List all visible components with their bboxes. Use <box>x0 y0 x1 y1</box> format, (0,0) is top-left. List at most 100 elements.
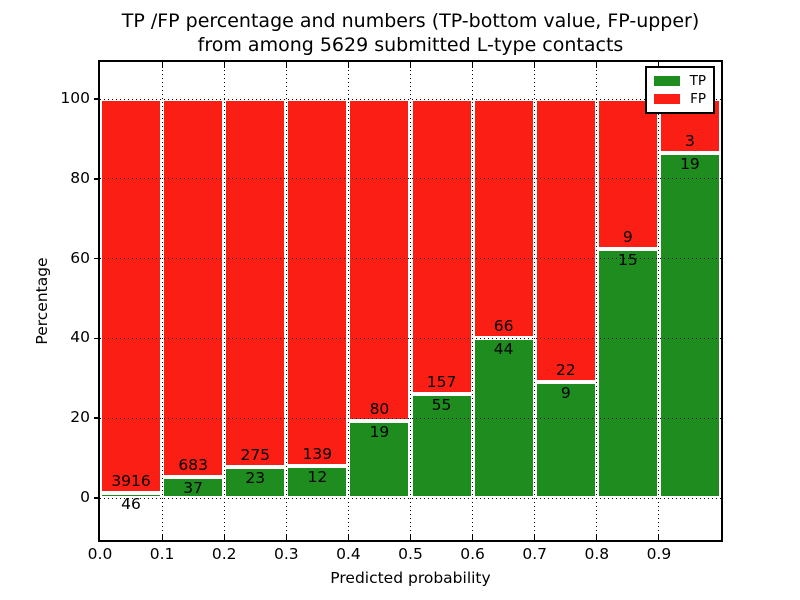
tp-count-label: 19 <box>680 155 700 174</box>
tp-bar-segment <box>534 382 597 498</box>
chart-title-line1: TP /FP percentage and numbers (TP-bottom… <box>121 10 700 32</box>
vertical-gridline <box>161 62 163 540</box>
x-tick-label: 0.8 <box>584 545 610 563</box>
x-tick-top <box>161 62 163 68</box>
x-tick-bottom <box>658 534 660 540</box>
vertical-gridline <box>596 62 598 540</box>
tp-bar-segment <box>348 421 411 498</box>
y-tick-label: 60 <box>70 248 90 267</box>
tp-count-label: 12 <box>307 468 328 487</box>
x-tick-label: 0.2 <box>211 545 237 563</box>
tp-bar-segment <box>162 477 225 498</box>
fp-bar-segment <box>596 99 659 249</box>
fp-bar-segment <box>348 99 411 422</box>
tp-count-label: 9 <box>560 384 571 403</box>
fp-count-label: 66 <box>493 317 514 336</box>
x-tick-top <box>285 62 287 68</box>
y-tick-mark <box>94 98 100 100</box>
plot-area: 3916 46 683 37 275 23 139 12 80 19 157 55 66 44 22 9 9 15… <box>100 62 721 540</box>
fp-count-label: 139 <box>302 445 333 464</box>
x-tick-bottom <box>161 534 163 540</box>
horizontal-gridline <box>100 98 721 100</box>
tp-count-label: 46 <box>121 495 141 514</box>
x-tick-top <box>472 62 474 68</box>
tp-bar-segment <box>100 493 163 498</box>
x-tick-bottom <box>596 534 598 540</box>
tp-count-label: 44 <box>493 340 514 359</box>
fp-bar-segment <box>534 99 597 383</box>
tp-count-label: 19 <box>369 423 390 442</box>
x-tick-label: 0.7 <box>522 545 548 563</box>
tp-legend-swatch <box>654 75 680 86</box>
fp-count-label: 275 <box>240 446 271 465</box>
x-tick-bottom <box>534 534 536 540</box>
fp-legend-label: FP <box>690 91 706 108</box>
fp-legend-swatch <box>654 94 680 105</box>
horizontal-gridline <box>100 258 721 260</box>
x-tick-bottom <box>285 534 287 540</box>
y-tick-mark <box>94 337 100 340</box>
x-tick-top <box>658 62 660 68</box>
x-tick-label: 0.3 <box>273 545 299 563</box>
vertical-gridline <box>285 62 287 540</box>
vertical-gridline <box>472 62 474 540</box>
tp-bar-segment <box>410 394 473 498</box>
y-tick-label: 40 <box>70 328 90 347</box>
legend-row-tp: TP <box>654 73 706 89</box>
tp-bar-segment <box>224 467 287 498</box>
tp-count-label: 15 <box>617 250 638 269</box>
tp-count-label: 37 <box>183 479 204 498</box>
vertical-gridline <box>410 62 411 540</box>
tp-bar-segment <box>658 153 721 498</box>
tp-count-label: 23 <box>245 469 266 488</box>
horizontal-gridline <box>100 417 721 419</box>
horizontal-gridline <box>100 497 721 499</box>
vertical-gridline <box>347 62 349 540</box>
fp-count-label: 683 <box>178 456 208 475</box>
y-tick-mark <box>94 417 100 419</box>
chart-title: TP /FP percentage and numbers (TP-bottom… <box>100 9 721 57</box>
vertical-gridline <box>223 62 225 540</box>
x-tick-top <box>410 62 411 68</box>
y-tick-label: 80 <box>70 168 90 187</box>
y-tick-mark <box>94 497 100 499</box>
horizontal-gridline <box>100 337 721 339</box>
x-tick-top <box>534 62 536 68</box>
x-tick-label: 0.1 <box>149 545 175 563</box>
fp-bar-segment <box>286 99 349 467</box>
fp-count-label: 3916 <box>111 472 151 491</box>
tp-count-label: 55 <box>431 396 452 415</box>
fp-count-label: 157 <box>426 373 457 392</box>
fp-count-label: 80 <box>369 400 390 419</box>
x-tick-top <box>596 62 598 68</box>
tp-legend-label: TP <box>689 72 706 89</box>
fp-count-label: 3 <box>685 132 695 151</box>
x-tick-label: 0.9 <box>646 545 672 563</box>
fp-bar-segment <box>410 99 473 395</box>
y-tick-label: 0 <box>80 488 90 506</box>
fp-bar-segment <box>472 99 535 339</box>
y-tick-mark <box>94 257 100 260</box>
x-tick-label: 0.5 <box>398 545 423 563</box>
x-tick-label: 0.4 <box>336 545 361 563</box>
fp-bar-segment <box>224 99 287 468</box>
horizontal-gridline <box>100 178 721 180</box>
legend: TP FP <box>645 66 715 114</box>
y-tick-label: 100 <box>60 89 90 107</box>
tp-bar-segment <box>286 466 349 498</box>
vertical-gridline <box>658 62 660 540</box>
tp-bar-segment <box>596 248 659 498</box>
x-axis-label: Predicted probability <box>330 569 491 587</box>
fp-bar-segment <box>162 99 225 478</box>
legend-row-fp: FP <box>654 91 706 107</box>
x-tick-top <box>347 62 349 68</box>
x-tick-label: 0.0 <box>87 545 113 563</box>
x-tick-bottom <box>223 534 225 540</box>
x-tick-bottom <box>472 534 474 540</box>
chart-title-line2: from among 5629 submitted L-type contact… <box>197 34 624 56</box>
fp-count-label: 22 <box>555 361 576 380</box>
x-tick-top <box>223 62 225 68</box>
x-tick-label: 0.6 <box>460 545 485 563</box>
vertical-gridline <box>534 62 536 540</box>
